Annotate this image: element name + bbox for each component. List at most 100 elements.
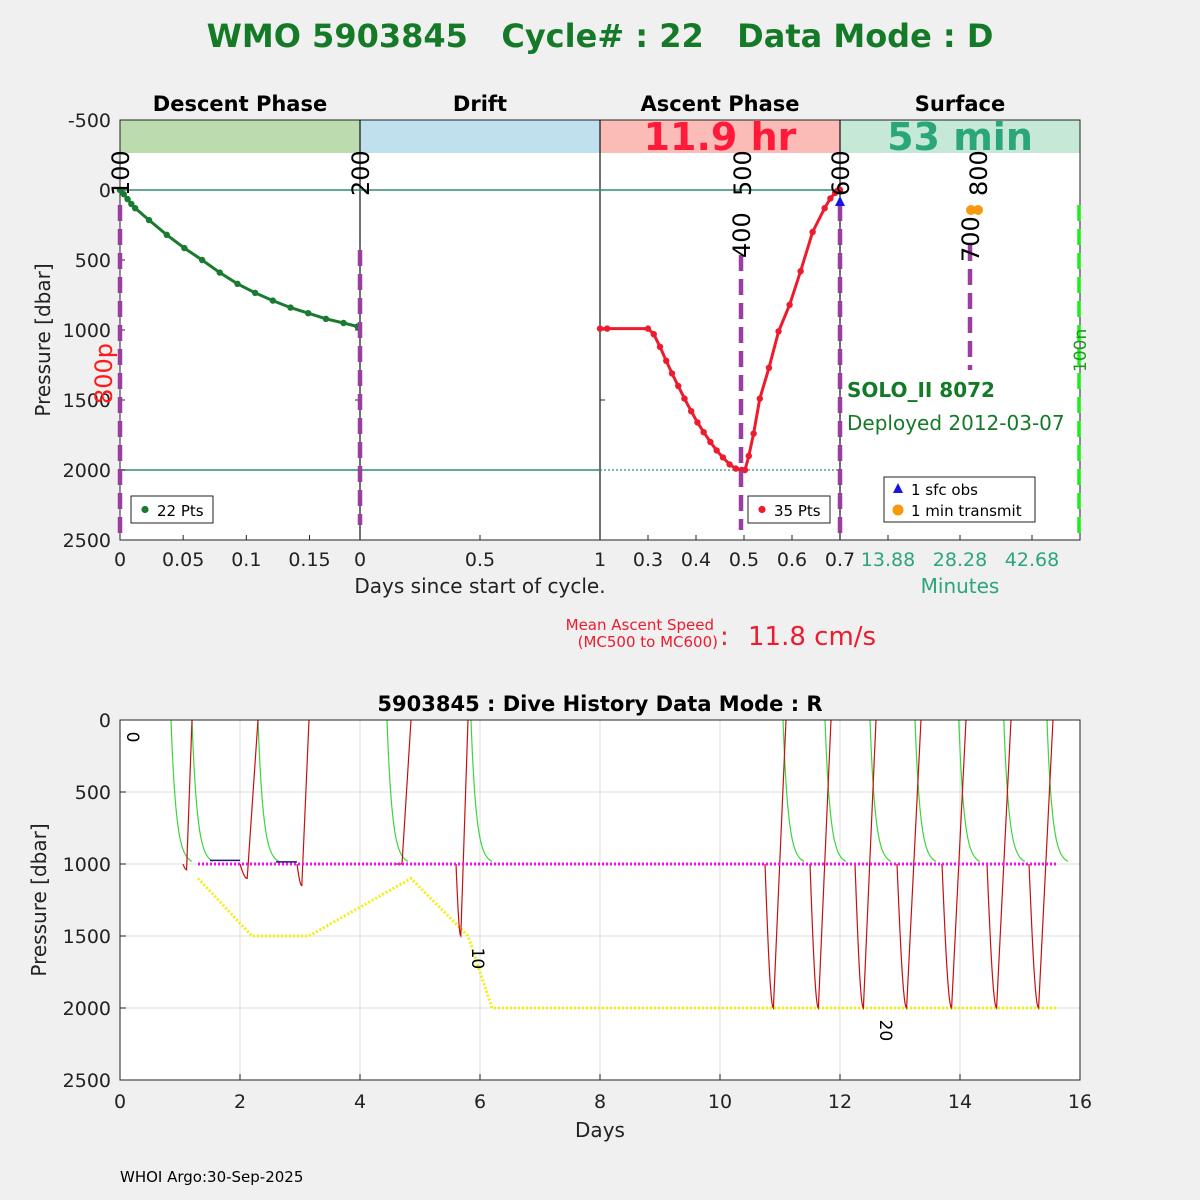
ascent-legend-symbol bbox=[758, 505, 766, 514]
history-x-tick-label: 6 bbox=[474, 1091, 486, 1113]
dive-history-panel: 0 10 20 0 2 4 6 8 10 12 14 16 0 500 1000 1500 2000 2500 59… bbox=[27, 692, 1092, 1142]
drift-x-tick-label: 0.5 bbox=[465, 549, 495, 571]
ascent-point bbox=[700, 429, 707, 436]
surface-x-tick-label: 28.28 bbox=[933, 549, 987, 571]
history-x-axis-label: Days bbox=[575, 1118, 625, 1142]
main-title: WMO 5903845 Cycle# : 22 Data Mode : D bbox=[207, 17, 994, 55]
descent-phase-label: Descent Phase bbox=[153, 92, 327, 116]
ascent-point bbox=[663, 357, 670, 364]
history-ascent-curve bbox=[239, 719, 259, 880]
history-y-tick-label: 1500 bbox=[63, 926, 111, 948]
descent-legend-text: 22 Pts bbox=[157, 502, 204, 520]
drift-x-tick-label: 0 bbox=[354, 549, 366, 571]
ascent-point bbox=[719, 454, 727, 461]
ascent-point bbox=[644, 325, 652, 332]
history-x-tick-label: 0 bbox=[114, 1091, 126, 1113]
history-x-tick-label: 14 bbox=[948, 1091, 972, 1113]
ascent-point bbox=[694, 419, 701, 426]
ascent-x-tick-label: 0.7 bbox=[825, 549, 855, 571]
marker-label-600: 600 bbox=[827, 150, 855, 196]
ascent-speed-label-1: Mean Ascent Speed bbox=[566, 616, 714, 634]
ascent-point bbox=[756, 395, 764, 402]
history-y-tick-label: 2000 bbox=[63, 998, 111, 1020]
cycle-label-10: 10 bbox=[467, 948, 487, 970]
drift-phase-band bbox=[360, 120, 600, 153]
surface-phase-label: Surface bbox=[915, 92, 1005, 116]
footer-credit: WHOI Argo:30-Sep-2025 bbox=[120, 1168, 303, 1186]
descent-point bbox=[163, 231, 170, 238]
descent-x-tick-label: 0.15 bbox=[288, 549, 330, 571]
history-x-tick-label: 12 bbox=[828, 1091, 852, 1113]
history-ascent-curve bbox=[455, 719, 469, 938]
descent-phase-band bbox=[120, 120, 360, 153]
profile-y-axis-label: Pressure [dbar] bbox=[31, 263, 55, 416]
y-tick-label: 2500 bbox=[63, 530, 111, 552]
ascent-phase-label: Ascent Phase bbox=[641, 92, 800, 116]
y-tick-label: 2000 bbox=[63, 460, 111, 482]
history-y-tick-label: 500 bbox=[75, 782, 111, 804]
history-descent-curve bbox=[191, 719, 214, 862]
history-ascent-curve bbox=[764, 719, 787, 1011]
left-side-label: 800p bbox=[90, 343, 118, 404]
marker-label-700: 700 bbox=[957, 216, 985, 262]
surface-legend: 1 sfc obs 1 min transmit bbox=[883, 476, 1036, 523]
ascent-point bbox=[836, 186, 844, 194]
descent-x-tick-label: 0 bbox=[114, 549, 126, 571]
history-descent-curve bbox=[470, 719, 493, 862]
history-descent-curve bbox=[386, 719, 409, 862]
history-descent-curve bbox=[170, 719, 193, 862]
ascent-point bbox=[775, 328, 782, 335]
descent-legend-symbol bbox=[141, 505, 149, 514]
descent-point bbox=[340, 319, 347, 327]
history-ascent-curve bbox=[1028, 719, 1054, 1010]
surface-legend-triangle bbox=[893, 483, 903, 493]
descent-point bbox=[322, 315, 330, 322]
history-y-axis-label: Pressure [dbar] bbox=[27, 823, 51, 976]
y-tick-label: 1000 bbox=[63, 320, 111, 342]
history-ascent-curve bbox=[941, 719, 967, 1010]
ascent-x-tick-label: 0.5 bbox=[729, 549, 759, 571]
surface-legend-text-1: 1 sfc obs bbox=[911, 481, 978, 499]
ascent-speed-label-2: (MC500 to MC600) bbox=[578, 633, 718, 651]
profile-x-axis-label: Days since start of cycle. bbox=[354, 574, 605, 598]
ascent-point bbox=[681, 395, 688, 402]
history-ascent-curve bbox=[182, 719, 193, 871]
surface-legend-box bbox=[883, 476, 1036, 523]
surface-x-axis-label: Minutes bbox=[921, 574, 1000, 598]
cycle-label-0: 0 bbox=[122, 732, 142, 743]
descent-point bbox=[305, 310, 312, 317]
marker-label-500: 500 bbox=[729, 150, 757, 196]
ascent-point bbox=[821, 205, 828, 212]
ascent-point bbox=[809, 228, 816, 236]
descent-point bbox=[234, 280, 241, 287]
surface-legend-dot bbox=[892, 504, 904, 516]
descent-point bbox=[181, 244, 188, 252]
marker-label-800: 800 bbox=[965, 150, 993, 196]
ascent-speed-annotation: Mean Ascent Speed (MC500 to MC600) : 11.… bbox=[566, 616, 876, 652]
history-x-tick-label: 2 bbox=[234, 1091, 246, 1113]
descent-point bbox=[124, 195, 131, 203]
ascent-point bbox=[656, 343, 664, 350]
profile-pressure-line bbox=[196, 876, 1056, 1010]
ascent-x-tick-label: 1 bbox=[594, 549, 606, 571]
ascent-point bbox=[827, 195, 834, 202]
ascent-legend-text: 35 Pts bbox=[774, 502, 821, 520]
history-descent-curve bbox=[1046, 719, 1069, 862]
descent-point bbox=[216, 269, 223, 276]
descent-x-tick-label: 0.1 bbox=[231, 549, 261, 571]
descent-point bbox=[145, 216, 153, 224]
history-title: 5903845 : Dive History Data Mode : R bbox=[377, 692, 822, 716]
history-descent-curve bbox=[782, 719, 805, 862]
right-side-label: 100n bbox=[1071, 329, 1091, 372]
descent-point bbox=[128, 200, 135, 208]
drift-phase-label: Drift bbox=[453, 92, 507, 116]
ascent-point bbox=[765, 364, 773, 371]
ascent-legend: 35 Pts bbox=[747, 495, 831, 524]
ascent-speed-value: 11.8 cm/s bbox=[748, 622, 876, 652]
ascent-phase-band bbox=[600, 120, 840, 153]
history-ascent-curve bbox=[854, 719, 877, 1011]
ascent-point bbox=[650, 331, 657, 338]
transmit-dot bbox=[966, 205, 976, 215]
surface-obs-marker bbox=[835, 196, 845, 206]
